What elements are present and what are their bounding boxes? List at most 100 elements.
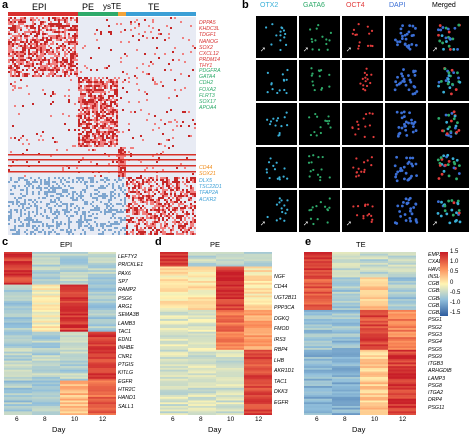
expression-cell: [160, 400, 189, 403]
heatmap-cell-low: [76, 213, 78, 215]
heatmap-cell-low: [90, 181, 92, 183]
heatmap-cell: [14, 75, 16, 77]
microscopy-tile: [342, 146, 383, 189]
expression-cell: [32, 255, 61, 258]
expression-cell: [360, 375, 389, 378]
expression-cell: [360, 367, 389, 371]
expression-cell: [244, 264, 272, 267]
gene-label: CXADR: [428, 259, 447, 266]
fluorescent-nucleus: [439, 79, 443, 83]
expression-cell: [4, 346, 33, 349]
heatmap-cell: [170, 183, 172, 185]
heatmap-cell: [86, 137, 88, 139]
heatmap-cell: [194, 47, 196, 49]
heatmap-cell-low: [94, 207, 96, 209]
heatmap-cell: [128, 177, 130, 179]
expression-cell: [4, 395, 33, 398]
heatmap-cell-low: [86, 221, 88, 223]
heatmap-cell: [108, 95, 110, 97]
heatmap-cell-low: [90, 203, 92, 205]
heatmap-cell: [166, 189, 168, 191]
heatmap-cell: [16, 55, 18, 57]
gene-label: PSG2: [428, 324, 442, 331]
heatmap-cell: [176, 215, 178, 217]
heatmap-cell-low: [54, 181, 56, 183]
fluorescent-nucleus: [284, 43, 288, 46]
heatmap-cell-low: [112, 213, 114, 215]
expression-cell: [88, 400, 116, 403]
heatmap-cell: [124, 147, 126, 149]
fluorescent-nucleus: [443, 204, 447, 208]
heatmap-cell-low: [124, 233, 126, 235]
expression-cell: [188, 329, 217, 332]
expression-cell: [60, 347, 89, 351]
heatmap-cell: [168, 185, 170, 187]
fluorescent-nucleus: [357, 167, 360, 170]
heatmap-cell: [90, 83, 92, 85]
heatmap-cell: [116, 115, 118, 117]
heatmap-cell: [32, 31, 34, 33]
fluorescent-nucleus: [354, 33, 357, 36]
heatmap-cell: [134, 211, 136, 213]
heatmap-cell: [162, 133, 164, 135]
expression-cell: [388, 340, 416, 343]
expression-cell: [244, 347, 272, 351]
gene-label: ACKR2: [199, 196, 217, 203]
heatmap-cell-low: [84, 215, 86, 217]
heatmap-cell: [170, 211, 172, 213]
heatmap-cell: [174, 207, 176, 209]
heatmap-cell: [26, 27, 28, 29]
expression-cell: [4, 373, 33, 376]
fluorescent-nucleus: [447, 44, 451, 48]
expression-cell: [304, 255, 333, 258]
heatmap-cell: [34, 43, 36, 45]
expression-cell: [4, 297, 33, 300]
heatmap-cell: [82, 97, 84, 99]
expression-cell: [360, 271, 389, 275]
heatmap-cell: [60, 27, 62, 29]
heatmap-cell: [128, 123, 130, 125]
heatmap-cell: [24, 175, 26, 177]
heatmap-cell-low: [26, 207, 28, 209]
heatmap-cell: [148, 189, 150, 191]
fluorescent-nucleus: [312, 153, 315, 157]
heatmap-cell: [108, 79, 110, 81]
heatmap-cell-low: [52, 191, 54, 193]
heatmap-cell: [74, 45, 76, 47]
expression-cell: [360, 413, 389, 415]
fluorescent-nucleus: [285, 78, 288, 81]
heatmap-cell-low: [44, 179, 46, 181]
heatmap-cell: [96, 97, 98, 99]
heatmap-cell: [64, 45, 66, 47]
heatmap-cell: [96, 83, 98, 85]
heatmap-cell: [138, 231, 140, 233]
heatmap-cell: [50, 155, 52, 157]
expression-cell: [332, 302, 361, 305]
fluorescent-nucleus: [316, 173, 320, 176]
heatmap-cell: [78, 125, 80, 127]
heatmap-cell-low: [100, 195, 102, 197]
heatmap-cell: [150, 203, 152, 205]
heatmap-cell-low: [52, 225, 54, 227]
expression-cell: [360, 404, 389, 407]
heatmap-cell: [178, 223, 180, 225]
fluorescent-nucleus: [321, 155, 324, 158]
microscopy-tile: [385, 59, 426, 102]
gene-label: PSG6: [118, 295, 132, 302]
heatmap-cell: [116, 131, 118, 133]
heatmap-cell: [182, 53, 184, 55]
heatmap-cell: [132, 195, 134, 197]
fluorescent-nucleus: [278, 132, 281, 135]
heatmap-cell: [138, 33, 140, 35]
heatmap-cell: [184, 231, 186, 233]
heatmap-cell: [188, 191, 190, 193]
heatmap-cell: [178, 215, 180, 217]
fluorescent-nucleus: [408, 47, 412, 51]
heatmap-cell: [132, 199, 134, 201]
heatmap-cell: [66, 19, 68, 21]
expression-cell: [332, 389, 361, 392]
gene-label: SOX2: [199, 44, 213, 51]
heatmap-cell-low: [34, 179, 36, 181]
fluorescent-nucleus: [274, 124, 277, 127]
heatmap-cell: [102, 105, 104, 107]
